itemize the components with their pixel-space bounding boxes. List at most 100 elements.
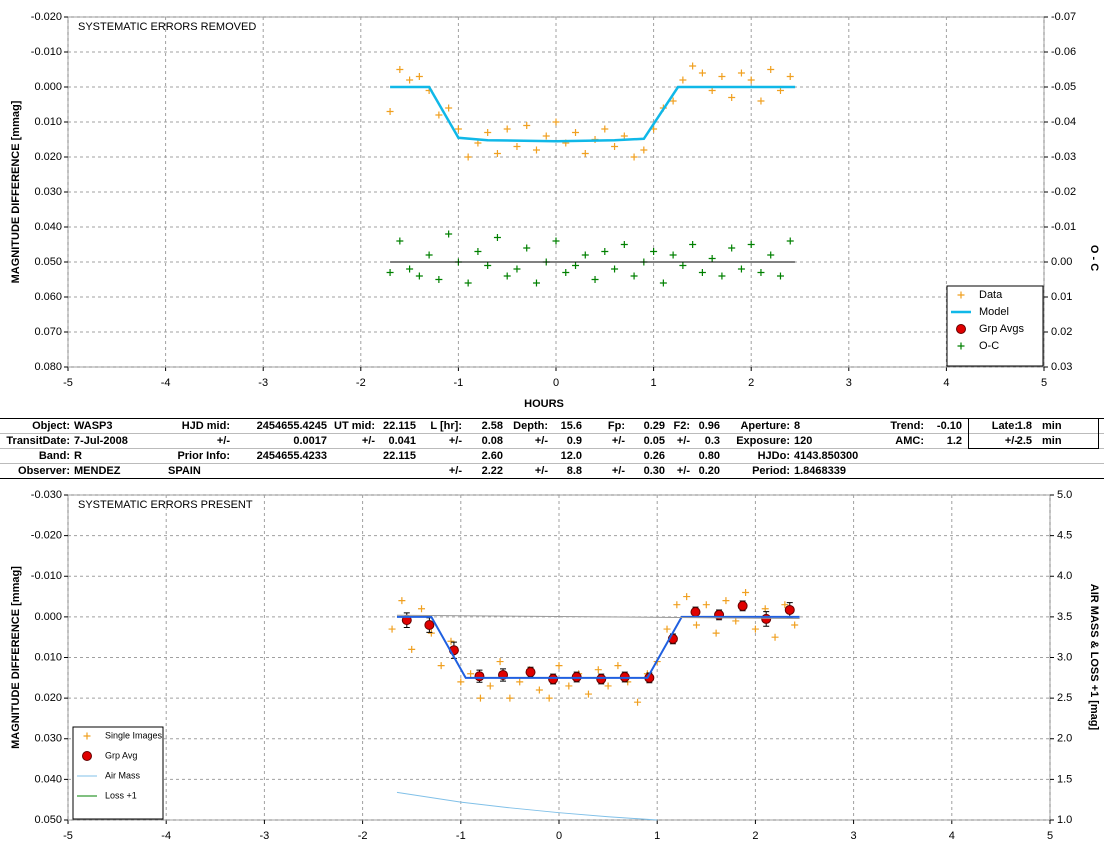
data-point xyxy=(683,593,691,601)
data-point xyxy=(513,143,521,150)
table-value: 1.8468339 xyxy=(794,465,846,477)
table-value: min xyxy=(1042,435,1062,447)
x-tick-label: 2 xyxy=(748,377,754,389)
table-value: 2454655.4245 xyxy=(257,420,327,432)
data-point xyxy=(712,629,720,637)
data-point xyxy=(435,276,443,283)
data-point xyxy=(679,76,687,84)
table-label: Fp: xyxy=(608,420,625,432)
data-point xyxy=(601,248,609,255)
table-label: +/- xyxy=(449,435,462,447)
data-point xyxy=(620,132,628,140)
y2-tick-label: -0.07 xyxy=(1051,11,1076,23)
data-point xyxy=(784,604,795,615)
data-point xyxy=(757,269,765,276)
table-value: 0.80 xyxy=(699,450,720,462)
data-point xyxy=(396,66,404,73)
data-point xyxy=(761,613,772,624)
x-tick-label: -2 xyxy=(358,830,368,842)
table-value: 1.8 xyxy=(1017,420,1032,432)
y-tick-label: 0.060 xyxy=(34,291,62,303)
table-label: UT mid: xyxy=(334,420,375,432)
data-point xyxy=(581,150,589,157)
data-point xyxy=(427,629,435,637)
x-tick-label: 1 xyxy=(651,377,657,389)
x-tick-label: -3 xyxy=(260,830,270,842)
data-point xyxy=(552,237,560,245)
y-tick-label: 0.070 xyxy=(34,326,62,338)
y-tick-label: 0.040 xyxy=(34,773,62,785)
data-point xyxy=(690,607,701,617)
table-value: 2454655.4233 xyxy=(257,450,327,462)
table-label: +/- xyxy=(612,435,625,447)
data-point xyxy=(698,269,706,276)
table-value: 0.08 xyxy=(482,435,503,447)
data-point xyxy=(757,97,765,105)
data-point xyxy=(650,248,658,255)
data-point xyxy=(523,244,531,252)
series-line xyxy=(396,791,658,821)
data-point xyxy=(474,671,485,682)
data-point xyxy=(493,150,501,157)
table-value: 0.05 xyxy=(644,435,665,447)
legend-box xyxy=(72,726,164,820)
data-point xyxy=(630,272,638,280)
data-point xyxy=(572,129,580,136)
table-label: +/- xyxy=(677,465,690,477)
y2-axis-label: O - C xyxy=(1088,245,1100,271)
y-tick-label: 0.040 xyxy=(34,221,62,233)
data-point xyxy=(747,241,755,248)
data-point xyxy=(663,625,671,633)
data-point xyxy=(535,686,543,694)
data-point xyxy=(415,272,423,280)
data-point xyxy=(415,73,423,80)
data-point xyxy=(386,108,394,115)
y2-tick-label: -0.02 xyxy=(1051,186,1076,198)
data-point xyxy=(496,658,504,666)
data-point xyxy=(484,129,492,136)
y2-tick-label: 1.0 xyxy=(1057,814,1072,826)
x-tick-label: 2 xyxy=(752,830,758,842)
data-point xyxy=(457,678,465,686)
y2-tick-label: -0.05 xyxy=(1051,81,1076,93)
table-label: AMC: xyxy=(895,435,924,447)
table-value: 2.5 xyxy=(1017,435,1032,447)
x-tick-label: -4 xyxy=(161,830,171,842)
table-value: 2.60 xyxy=(482,450,503,462)
table-label: Period: xyxy=(752,465,790,477)
data-point xyxy=(630,153,638,161)
data-point xyxy=(532,279,540,287)
data-point xyxy=(418,605,426,613)
table-value: 0.29 xyxy=(644,420,665,432)
data-point xyxy=(620,241,628,248)
table-value: 0.20 xyxy=(699,465,720,477)
table-value: -0.10 xyxy=(937,420,962,432)
legend-label: Data xyxy=(979,289,1003,301)
table-label: +/- xyxy=(449,465,462,477)
data-point xyxy=(474,248,482,255)
table-value: 120 xyxy=(794,435,812,447)
data-point xyxy=(542,132,550,140)
table-label: +/- xyxy=(362,435,375,447)
data-point xyxy=(581,251,589,259)
table-label: Band: xyxy=(39,450,70,462)
table-value: 0.9 xyxy=(567,435,582,447)
table-value: WASP3 xyxy=(74,420,113,432)
series-line xyxy=(396,614,800,619)
data-point xyxy=(791,621,799,629)
table-label: Observer: xyxy=(18,465,70,477)
y2-axis-label: AIR MASS & LOSS +1 [mag] xyxy=(1088,584,1100,731)
legend-swatch xyxy=(956,324,966,334)
table-value: 0.30 xyxy=(644,465,665,477)
data-point xyxy=(728,94,736,101)
data-point xyxy=(611,265,619,273)
data-point xyxy=(525,667,536,678)
table-label: +/- xyxy=(217,435,230,447)
data-point xyxy=(464,153,472,161)
table-label: +/- xyxy=(612,465,625,477)
table-label: Depth: xyxy=(513,420,548,432)
x-tick-label: -5 xyxy=(63,830,73,842)
data-point xyxy=(689,62,697,70)
table-value: 7-Jul-2008 xyxy=(74,435,128,447)
table-value: 2.22 xyxy=(482,465,503,477)
